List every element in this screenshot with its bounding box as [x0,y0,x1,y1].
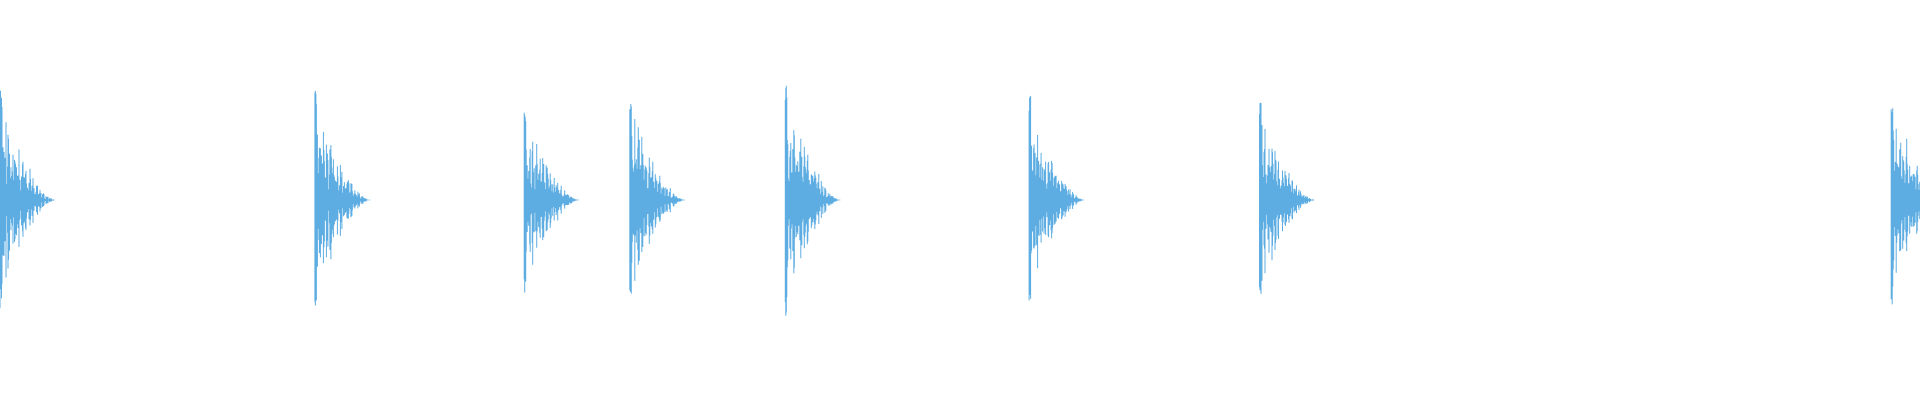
waveform-burst [784,85,841,316]
waveform-burst [314,90,371,306]
waveform-burst [1259,102,1315,294]
waveform-burst [1028,95,1085,301]
waveform-burst [523,112,580,293]
waveform-bursts [0,85,1920,316]
waveform-burst [629,104,686,294]
waveform-burst [1890,108,1920,305]
waveform-burst [0,90,55,309]
